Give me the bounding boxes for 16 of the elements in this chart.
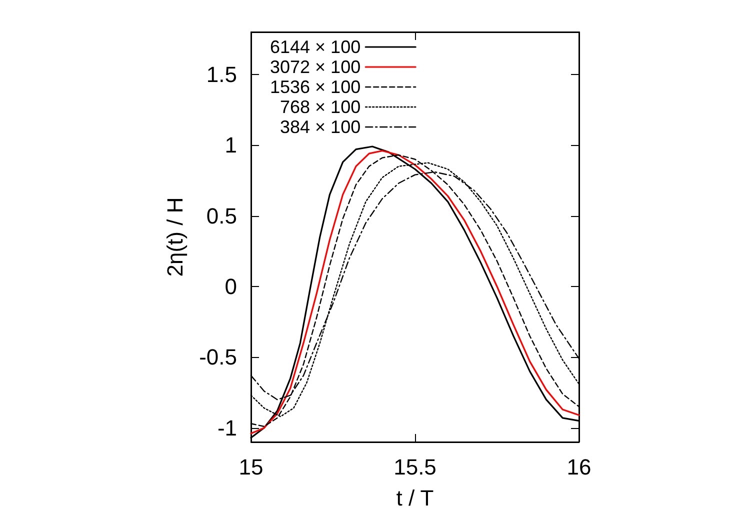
legend-label: 384 × 100 [280,117,361,137]
legend-label: 3072 × 100 [270,57,361,77]
x-tick-label: 15.5 [394,454,436,480]
legend-label: 1536 × 100 [270,77,361,97]
y-tick-label: 1.5 [206,62,237,87]
y-tick-label: 1 [224,132,237,158]
x-axis-title: t / T [396,486,434,510]
legend-label: 6144 × 100 [270,37,361,57]
y-tick-label: -0.5 [199,344,237,370]
y-tick-label: 0.5 [206,203,237,228]
y-axis-title: 2η(t) / H [162,197,188,277]
x-tick-label: 16 [566,454,592,480]
x-tick-label: 15 [238,454,264,480]
y-tick-label: -1 [217,415,237,440]
legend-label: 768 × 100 [280,97,361,117]
y-tick-label: 0 [224,274,237,299]
